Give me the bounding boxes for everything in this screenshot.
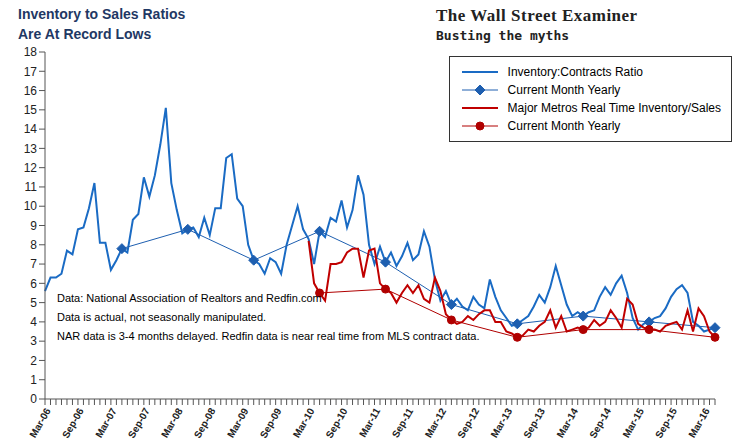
html-text:The Wall Street Examiner: The Wall Street Examiner xyxy=(436,6,638,25)
html-text:Current Month Yearly: Current Month Yearly xyxy=(507,119,621,133)
html-text:Busting the myths: Busting the myths xyxy=(436,28,570,43)
svg-text:8: 8 xyxy=(30,238,37,252)
html-text:Inventory:Contracts Ratio: Inventory:Contracts Ratio xyxy=(507,65,643,79)
svg-text:15: 15 xyxy=(24,103,38,117)
svg-text:4: 4 xyxy=(30,315,37,329)
svg-text:3: 3 xyxy=(30,334,37,348)
svg-text:9: 9 xyxy=(30,219,37,233)
svg-text:11: 11 xyxy=(25,180,38,194)
html-text:Current Month Yearly: Current Month Yearly xyxy=(507,83,621,97)
svg-text:12: 12 xyxy=(24,161,38,175)
svg-text:1: 1 xyxy=(30,373,37,387)
svg-text:2: 2 xyxy=(30,354,37,368)
svg-text:Sep-09: Sep-09 xyxy=(258,406,284,439)
svg-text:7: 7 xyxy=(30,257,37,271)
svg-text:13: 13 xyxy=(24,142,38,156)
svg-text:Mar-14: Mar-14 xyxy=(554,406,580,439)
html-text:Inventory to Sales Ratios: Inventory to Sales Ratios xyxy=(18,6,186,22)
svg-text:Sep-06: Sep-06 xyxy=(60,406,86,439)
svg-text:Mar-09: Mar-09 xyxy=(225,406,251,439)
svg-text:Mar-16: Mar-16 xyxy=(686,406,712,439)
svg-text:Sep-15: Sep-15 xyxy=(653,406,679,439)
svg-text:Sep-11: Sep-11 xyxy=(390,406,416,439)
svg-text:Sep-08: Sep-08 xyxy=(192,406,218,439)
svg-text:10: 10 xyxy=(24,199,38,213)
html-text:Data: National Association of: Data: National Association of Realtors a… xyxy=(57,292,322,304)
svg-text:Mar-12: Mar-12 xyxy=(423,406,449,439)
html-text:Major Metros Real Time Invento: Major Metros Real Time Inventory/Sales xyxy=(507,101,721,115)
svg-text:Sep-14: Sep-14 xyxy=(587,406,613,439)
svg-text:Mar-08: Mar-08 xyxy=(159,406,185,439)
svg-text:Mar-11: Mar-11 xyxy=(357,406,383,439)
svg-text:Mar-06: Mar-06 xyxy=(27,406,53,439)
html-text:Are At Record Lows: Are At Record Lows xyxy=(18,26,152,42)
svg-text:Sep-07: Sep-07 xyxy=(126,406,152,439)
svg-text:17: 17 xyxy=(24,65,38,79)
svg-text:Sep-10: Sep-10 xyxy=(324,406,350,439)
svg-text:Mar-10: Mar-10 xyxy=(291,406,317,439)
svg-text:14: 14 xyxy=(24,122,38,136)
svg-text:Mar-15: Mar-15 xyxy=(620,406,646,439)
svg-text:Sep-12: Sep-12 xyxy=(455,406,481,439)
svg-text:6: 6 xyxy=(30,277,37,291)
html-text:NAR data is 3-4 months delayed: NAR data is 3-4 months delayed. Redfin d… xyxy=(57,330,480,342)
svg-text:Mar-13: Mar-13 xyxy=(489,406,515,439)
svg-text:Sep-13: Sep-13 xyxy=(521,406,547,439)
html-text:Data is actual, not seasonally: Data is actual, not seasonally manipulat… xyxy=(57,311,267,323)
svg-text:18: 18 xyxy=(24,45,38,59)
svg-text:Mar-07: Mar-07 xyxy=(93,406,119,439)
svg-text:0: 0 xyxy=(30,392,37,406)
svg-text:5: 5 xyxy=(30,296,37,310)
svg-text:16: 16 xyxy=(24,84,38,98)
